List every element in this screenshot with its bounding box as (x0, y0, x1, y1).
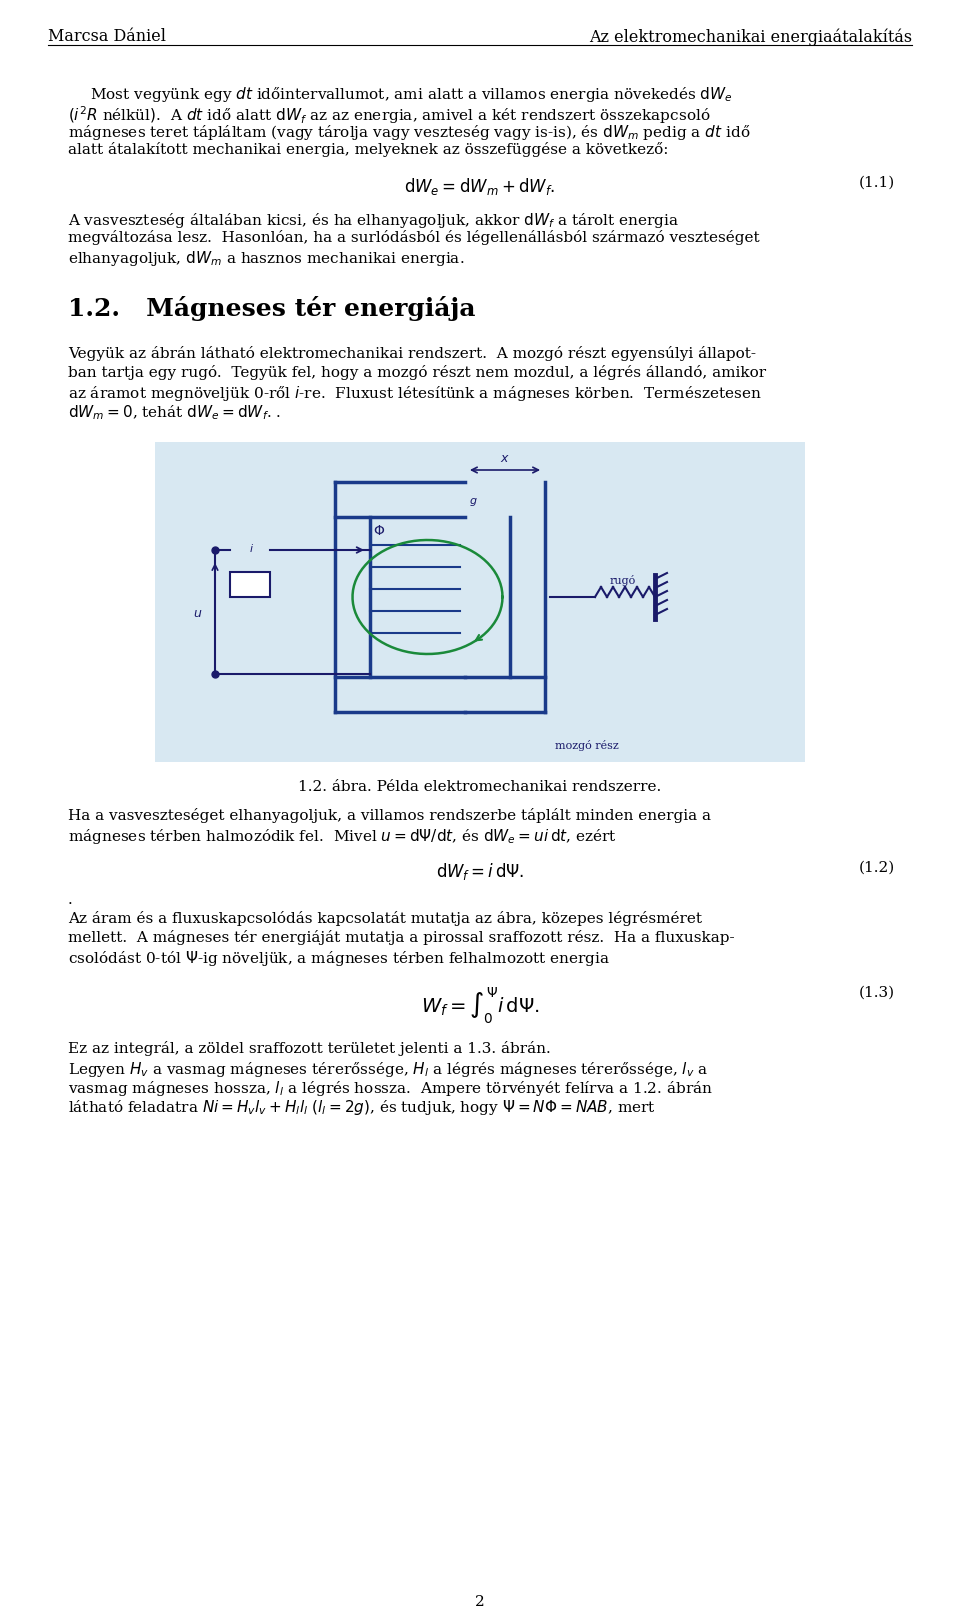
Text: Az áram és a fluxuskapcsolódás kapcsolatát mutatja az ábra, közepes légrésméret: Az áram és a fluxuskapcsolódás kapcsolat… (68, 911, 702, 925)
Text: $x$: $x$ (500, 451, 510, 464)
Text: mozgó rész: mozgó rész (555, 740, 619, 751)
Text: $g$: $g$ (469, 496, 478, 508)
Text: Legyen $H_v$ a vasmag mágneses térerőssége, $H_l$ a légrés mágneses térerőssége,: Legyen $H_v$ a vasmag mágneses térerőssé… (68, 1061, 708, 1078)
Text: Az elektromechanikai energiaátalakítás: Az elektromechanikai energiaátalakítás (588, 27, 912, 45)
Text: $(i^2R$ nélkül$)$.  A $dt$ idő alatt $\mathrm{d}W_f$ az az energia, amivel a két: $(i^2R$ nélkül$)$. A $dt$ idő alatt $\ma… (68, 105, 710, 126)
Text: ban tartja egy rugó.  Tegyük fel, hogy a mozgó részt nem mozdul, a légrés álland: ban tartja egy rugó. Tegyük fel, hogy a … (68, 364, 766, 380)
Text: látható feladatra $Ni = H_v l_v + H_l l_l$ $(l_l = 2g)$, és tudjuk, hogy $\Psi =: látható feladatra $Ni = H_v l_v + H_l l_… (68, 1098, 656, 1117)
Text: Ez az integrál, a zöldel sraffozott területet jelenti a 1.3. ábrán.: Ez az integrál, a zöldel sraffozott terü… (68, 1041, 551, 1056)
Text: $\Phi$: $\Phi$ (373, 524, 385, 538)
Text: elhanyagoljuk, $\mathrm{d}W_m$ a hasznos mechanikai energia.: elhanyagoljuk, $\mathrm{d}W_m$ a hasznos… (68, 248, 465, 268)
Text: $\mathrm{d}W_m=0$, tehát $\mathrm{d}W_e=\mathrm{d}W_f$. .: $\mathrm{d}W_m=0$, tehát $\mathrm{d}W_e=… (68, 403, 281, 422)
Text: 1.2. ábra. Példa elektromechanikai rendszerre.: 1.2. ábra. Példa elektromechanikai rends… (299, 780, 661, 795)
Text: mágneses teret tápláltam (vagy tárolja vagy veszteség vagy is-is), és $\mathrm{d: mágneses teret tápláltam (vagy tárolja v… (68, 123, 751, 142)
Text: megváltozása lesz.  Hasonlóan, ha a surlódásból és légellenállásból származó ves: megváltozása lesz. Hasonlóan, ha a surló… (68, 231, 759, 245)
Text: (1.3): (1.3) (859, 987, 895, 999)
Text: mellett.  A mágneses tér energiáját mutatja a pirossal sraffozott rész.  Ha a fl: mellett. A mágneses tér energiáját mutat… (68, 930, 734, 945)
Text: alatt átalakított mechanikai energia, melyeknek az összefüggése a következő:: alatt átalakított mechanikai energia, me… (68, 142, 668, 156)
Text: (1.1): (1.1) (859, 176, 895, 190)
Text: Ha a vasveszteséget elhanyagoljuk, a villamos rendszerbe táplált minden energia : Ha a vasveszteséget elhanyagoljuk, a vil… (68, 808, 711, 824)
Text: rugó: rugó (610, 575, 636, 587)
Text: $i$: $i$ (250, 542, 254, 555)
Text: $\mathrm{d}W_f = i\,\mathrm{d}\Psi.$: $\mathrm{d}W_f = i\,\mathrm{d}\Psi.$ (436, 861, 524, 882)
Text: mágneses térben halmozódik fel.  Mivel $u = \mathrm{d}\Psi/\mathrm{d}t$, és $\ma: mágneses térben halmozódik fel. Mivel $u… (68, 827, 616, 846)
Text: 2: 2 (475, 1594, 485, 1609)
Text: az áramot megnöveljük 0-ről $i$-re.  Fluxust létesítünk a mágneses körben.  Term: az áramot megnöveljük 0-ről $i$-re. Flux… (68, 384, 761, 403)
Text: Marcsa Dániel: Marcsa Dániel (48, 27, 166, 45)
Text: Vegyük az ábrán látható elektromechanikai rendszert.  A mozgó részt egyensúlyi á: Vegyük az ábrán látható elektromechanika… (68, 347, 756, 361)
Text: $u$: $u$ (193, 608, 203, 621)
Text: (1.2): (1.2) (859, 861, 895, 875)
Text: $W_f = \int_0^{\Psi} i\,\mathrm{d}\Psi.$: $W_f = \int_0^{\Psi} i\,\mathrm{d}\Psi.$ (420, 987, 540, 1027)
Text: 1.2.   Mágneses tér energiája: 1.2. Mágneses tér energiája (68, 297, 475, 321)
Text: vasmag mágneses hossza, $l_l$ a légrés hossza.  Ampere törvényét felírva a 1.2. : vasmag mágneses hossza, $l_l$ a légrés h… (68, 1078, 713, 1098)
Text: .: . (68, 893, 73, 908)
Text: $\mathrm{d}W_e = \mathrm{d}W_m + \mathrm{d}W_f.$: $\mathrm{d}W_e = \mathrm{d}W_m + \mathrm… (404, 176, 556, 197)
Text: csolódást 0-tól $\Psi$-ig növeljük, a mágneses térben felhalmozott energia: csolódást 0-tól $\Psi$-ig növeljük, a má… (68, 949, 610, 967)
Bar (230, 572, 270, 596)
Text: $R$: $R$ (232, 569, 241, 580)
Bar (155, 442, 805, 762)
Text: Most vegyünk egy $dt$ időintervallumot, ami alatt a villamos energia növekedés $: Most vegyünk egy $dt$ időintervallumot, … (90, 85, 732, 105)
Text: A vasveszteség általában kicsi, és ha elhanyagoljuk, akkor $\mathrm{d}W_f$ a tár: A vasveszteség általában kicsi, és ha el… (68, 211, 679, 231)
